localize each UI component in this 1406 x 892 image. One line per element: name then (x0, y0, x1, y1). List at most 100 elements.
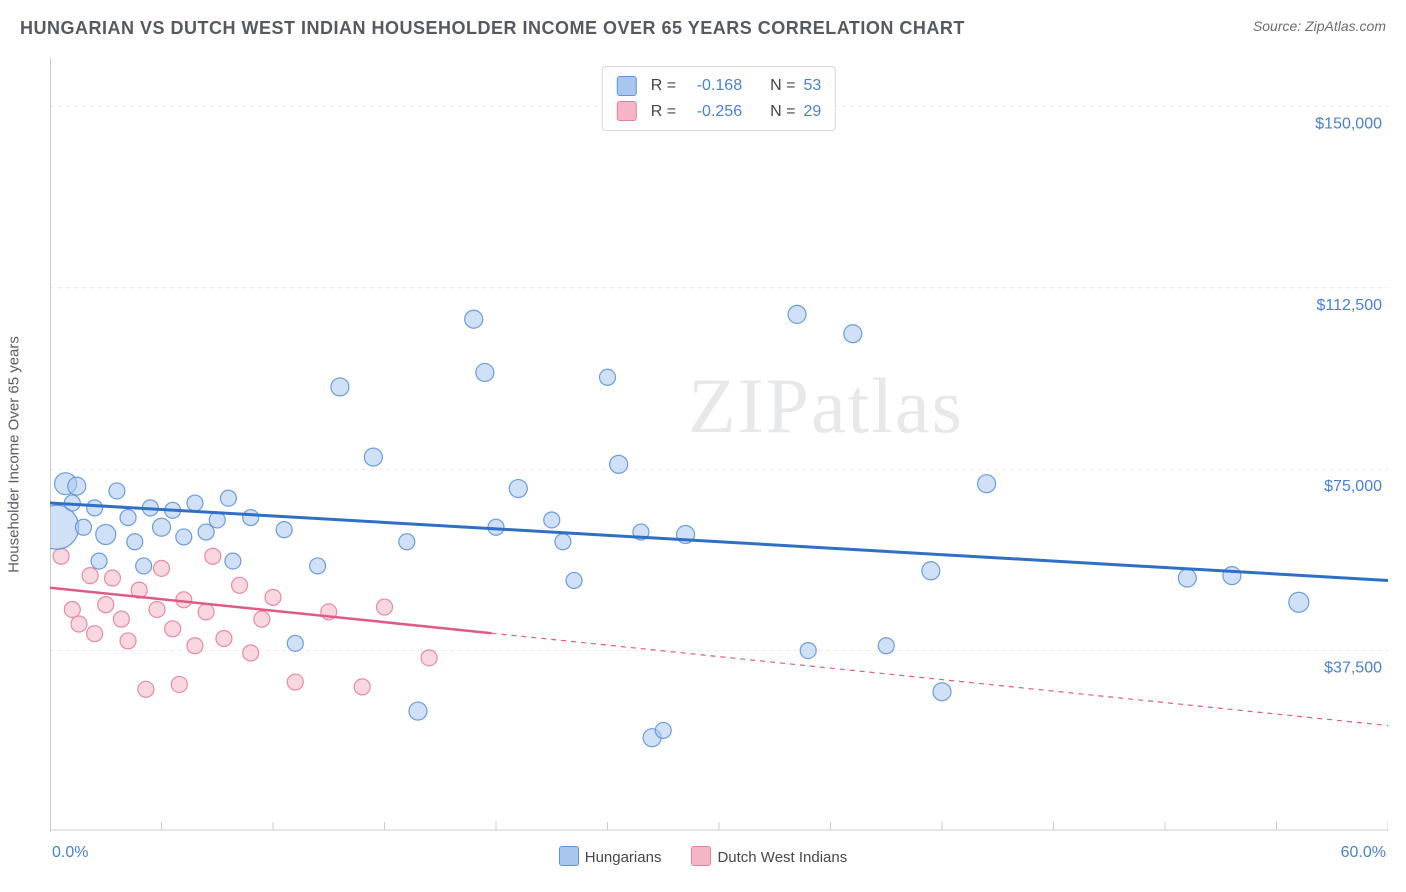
legend-item: Hungarians (559, 846, 662, 866)
trend-line (50, 503, 1388, 580)
data-point (120, 633, 136, 649)
data-point (138, 681, 154, 697)
data-point (113, 611, 129, 627)
data-point (120, 510, 136, 526)
data-point (82, 568, 98, 584)
trend-line-dashed (492, 633, 1388, 725)
data-point (165, 621, 181, 637)
legend-r-label: R = (651, 99, 676, 125)
data-point (205, 548, 221, 564)
legend-row: R = -0.168 N = 53 (617, 73, 821, 99)
y-tick-label: $112,500 (1316, 297, 1382, 314)
data-point (225, 553, 241, 569)
legend-r-value: -0.256 (684, 99, 742, 125)
data-point (254, 611, 270, 627)
data-point (276, 522, 292, 538)
legend-swatch (691, 846, 711, 866)
data-point (978, 475, 996, 493)
data-point (243, 645, 259, 661)
data-point (75, 519, 91, 535)
data-point (310, 558, 326, 574)
data-point (50, 505, 79, 549)
data-point (509, 480, 527, 498)
y-tick-label: $150,000 (1315, 115, 1382, 132)
data-point (933, 683, 951, 701)
legend-item: Dutch West Indians (691, 846, 847, 866)
legend-n-value: 53 (803, 73, 821, 99)
data-point (220, 490, 236, 506)
plot-area: $37,500 $75,000 $112,500 $150,000 R = -0.16… (50, 58, 1388, 832)
data-point (844, 325, 862, 343)
data-point (287, 674, 303, 690)
data-point (1178, 569, 1196, 587)
legend-n-value: 29 (803, 99, 821, 125)
data-point (600, 369, 616, 385)
chart-source: Source: ZipAtlas.com (1253, 18, 1386, 34)
data-point (136, 558, 152, 574)
legend-n-label: N = (770, 99, 795, 125)
y-axis-label: Householder Income Over 65 years (6, 336, 23, 573)
data-point (87, 626, 103, 642)
data-point (544, 512, 560, 528)
data-point (127, 534, 143, 550)
legend-label: Dutch West Indians (717, 849, 847, 866)
data-point (465, 310, 483, 328)
data-point (409, 702, 427, 720)
data-point (198, 604, 214, 620)
data-point (232, 577, 248, 593)
data-point (377, 599, 393, 615)
data-point (68, 477, 86, 495)
data-point (71, 616, 87, 632)
data-point (1223, 567, 1241, 585)
data-point (399, 534, 415, 550)
legend-swatch (617, 76, 637, 96)
data-point (364, 448, 382, 466)
data-point (331, 378, 349, 396)
y-tick-label: $37,500 (1324, 660, 1382, 677)
data-point (878, 638, 894, 654)
y-tick-label: $75,000 (1324, 478, 1382, 495)
data-point (265, 589, 281, 605)
data-point (149, 601, 165, 617)
data-point (87, 500, 103, 516)
data-point (154, 560, 170, 576)
data-point (566, 572, 582, 588)
legend-n-label: N = (770, 73, 795, 99)
data-point (655, 722, 671, 738)
data-point (800, 643, 816, 659)
data-point (98, 597, 114, 613)
data-point (243, 510, 259, 526)
data-point (1289, 592, 1309, 612)
legend-r-value: -0.168 (684, 73, 742, 99)
legend-r-label: R = (651, 73, 676, 99)
data-point (53, 548, 69, 564)
data-point (109, 483, 125, 499)
data-point (216, 631, 232, 647)
data-point (421, 650, 437, 666)
data-point (91, 553, 107, 569)
data-point (64, 601, 80, 617)
legend-swatch (617, 101, 637, 121)
legend-row: R = -0.256 N = 29 (617, 99, 821, 125)
series-legend: Hungarians Dutch West Indians (0, 846, 1406, 866)
data-point (187, 495, 203, 511)
data-point (287, 635, 303, 651)
data-point (922, 562, 940, 580)
data-point (610, 455, 628, 473)
chart-header: HUNGARIAN VS DUTCH WEST INDIAN HOUSEHOLD… (0, 0, 1406, 47)
data-point (476, 363, 494, 381)
chart-title: HUNGARIAN VS DUTCH WEST INDIAN HOUSEHOLD… (20, 18, 965, 39)
data-point (176, 529, 192, 545)
legend-label: Hungarians (585, 849, 662, 866)
data-point (555, 534, 571, 550)
data-point (788, 305, 806, 323)
data-point (171, 676, 187, 692)
data-point (187, 638, 203, 654)
data-point (104, 570, 120, 586)
data-point (153, 518, 171, 536)
data-point (96, 524, 116, 544)
correlation-legend: R = -0.168 N = 53 R = -0.256 N = 29 (602, 66, 836, 131)
legend-swatch (559, 846, 579, 866)
data-point (354, 679, 370, 695)
scatter-chart-svg: $37,500 $75,000 $112,500 $150,000 (50, 58, 1388, 832)
